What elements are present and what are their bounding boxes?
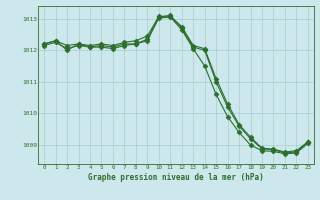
X-axis label: Graphe pression niveau de la mer (hPa): Graphe pression niveau de la mer (hPa) [88, 173, 264, 182]
